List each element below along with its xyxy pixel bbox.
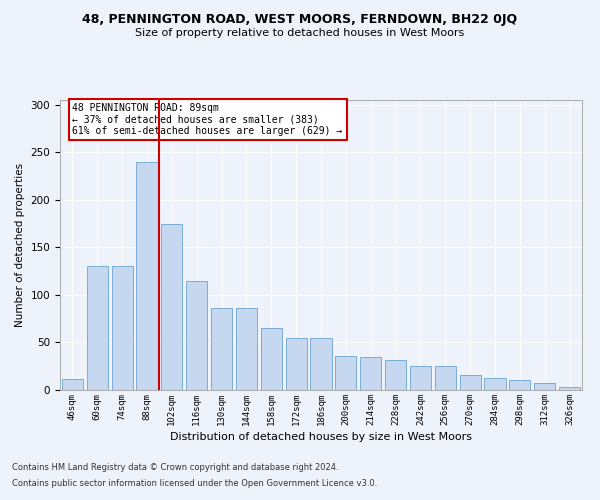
Bar xyxy=(62,378,83,390)
Bar xyxy=(112,266,133,390)
Text: 48 PENNINGTON ROAD: 89sqm
← 37% of detached houses are smaller (383)
61% of semi: 48 PENNINGTON ROAD: 89sqm ← 37% of detac… xyxy=(73,103,343,136)
Bar xyxy=(385,360,406,390)
Bar xyxy=(186,280,207,390)
Bar xyxy=(484,378,506,390)
Bar xyxy=(534,384,555,390)
Bar xyxy=(335,356,356,390)
Bar xyxy=(310,338,332,390)
Text: Contains HM Land Registry data © Crown copyright and database right 2024.: Contains HM Land Registry data © Crown c… xyxy=(12,464,338,472)
Bar xyxy=(460,375,481,390)
Bar xyxy=(261,328,282,390)
Text: 48, PENNINGTON ROAD, WEST MOORS, FERNDOWN, BH22 0JQ: 48, PENNINGTON ROAD, WEST MOORS, FERNDOW… xyxy=(82,12,518,26)
Bar xyxy=(360,356,381,390)
Text: Contains public sector information licensed under the Open Government Licence v3: Contains public sector information licen… xyxy=(12,478,377,488)
Y-axis label: Number of detached properties: Number of detached properties xyxy=(15,163,25,327)
Bar xyxy=(435,366,456,390)
Bar xyxy=(87,266,108,390)
Bar xyxy=(286,338,307,390)
Text: Distribution of detached houses by size in West Moors: Distribution of detached houses by size … xyxy=(170,432,472,442)
Bar xyxy=(559,387,580,390)
Bar xyxy=(211,308,232,390)
Bar xyxy=(136,162,158,390)
Bar xyxy=(410,366,431,390)
Bar xyxy=(236,308,257,390)
Bar xyxy=(509,380,530,390)
Text: Size of property relative to detached houses in West Moors: Size of property relative to detached ho… xyxy=(136,28,464,38)
Bar xyxy=(161,224,182,390)
